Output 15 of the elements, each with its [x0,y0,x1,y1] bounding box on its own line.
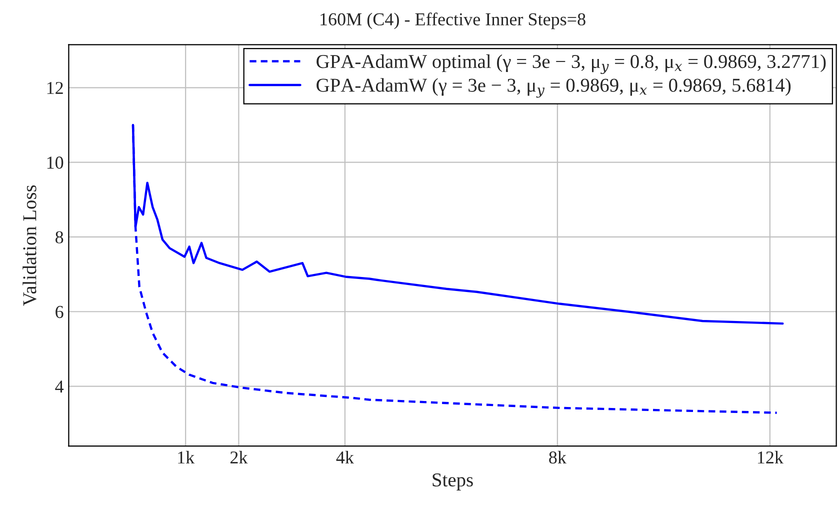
y-tick-label: 12 [47,82,63,94]
y-tick-label: 10 [47,156,64,169]
y-tick-label: 6 [56,306,64,318]
y-tick-label: 8 [56,231,64,244]
y-tick-label: 4 [55,380,64,393]
x-axis-title: Steps [432,473,473,490]
x-tick-label: 2k [230,450,248,464]
legend-label: GPA-AdamW optimal (γ = 3e − 3, μ$_{y}$ = 0.8, μ$_{x}$ = 0.9869, 3.2771) [316,54,826,74]
chart-title: 160M (C4) - Effective Inner Steps=8 [320,12,586,30]
x-tick-label: 12k [758,450,784,464]
x-tick-label: 8k [549,450,566,464]
legend-label: GPA-AdamW (γ = 3e − 3, μ$_{y}$ = 0.9869, μ$_{x}$ = 0.9869, 5.6814) [316,78,791,98]
y-axis-title: Validation Loss [22,185,36,306]
x-tick-label: 4k [336,450,354,464]
x-tick-label: 1k [178,450,195,464]
